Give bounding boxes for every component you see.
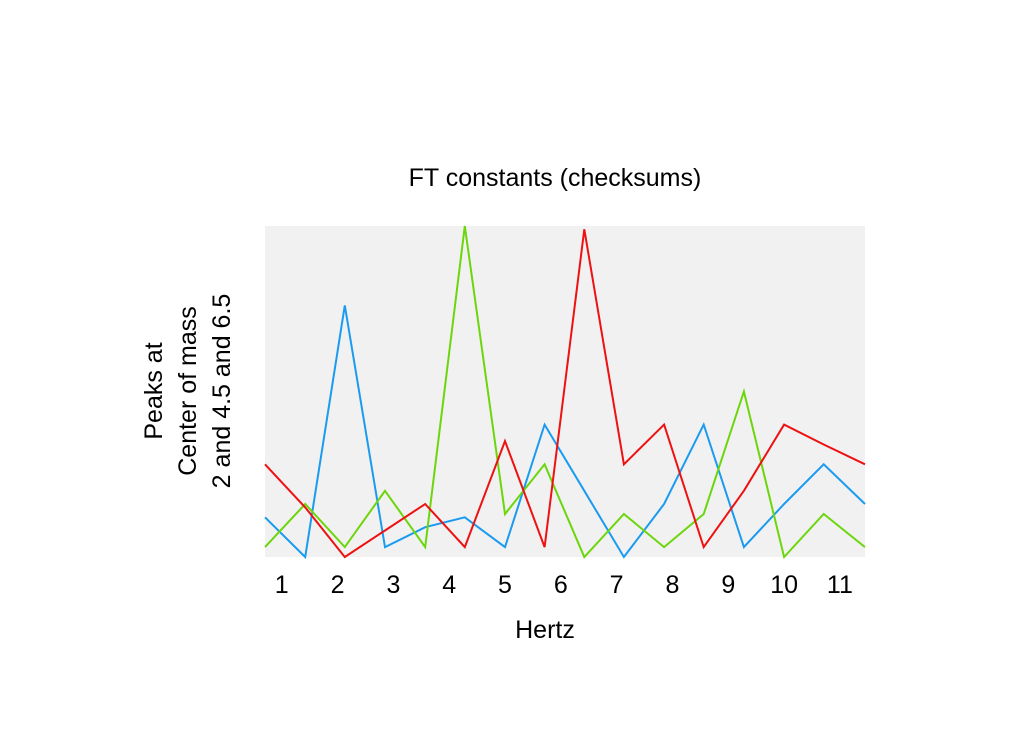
y-axis-label-line-2: Center of mass bbox=[174, 306, 202, 476]
y-axis-label-line-3: 2 and 4.5 and 6.5 bbox=[208, 294, 236, 489]
x-tick-label: 8 bbox=[665, 571, 679, 599]
x-tick-label: 10 bbox=[770, 571, 798, 599]
x-tick-label: 11 bbox=[827, 571, 853, 599]
y-axis-label: Peaks at Center of mass 2 and 4.5 and 6.… bbox=[140, 294, 236, 489]
x-tick-label: 4 bbox=[442, 571, 456, 599]
x-tick-label: 3 bbox=[386, 571, 400, 599]
x-tick-label: 6 bbox=[554, 571, 568, 599]
series-line-1 bbox=[264, 305, 866, 560]
x-tick-label: 1 bbox=[275, 571, 289, 599]
y-axis-label-line-1: Peaks at bbox=[140, 342, 168, 439]
x-tick-label: 2 bbox=[331, 571, 345, 599]
series-line-3 bbox=[264, 229, 866, 559]
series-line-2 bbox=[264, 225, 866, 560]
chart-title: FT constants (checksums) bbox=[409, 164, 702, 192]
x-tick-label: 9 bbox=[721, 571, 735, 599]
x-tick-label: 5 bbox=[498, 571, 512, 599]
x-tick-label: 7 bbox=[610, 571, 624, 599]
series-layer bbox=[264, 225, 866, 560]
x-tick-labels: 1 2 3 4 5 6 7 8 9 10 11 bbox=[275, 571, 853, 599]
x-axis-label: Hertz bbox=[515, 616, 575, 644]
